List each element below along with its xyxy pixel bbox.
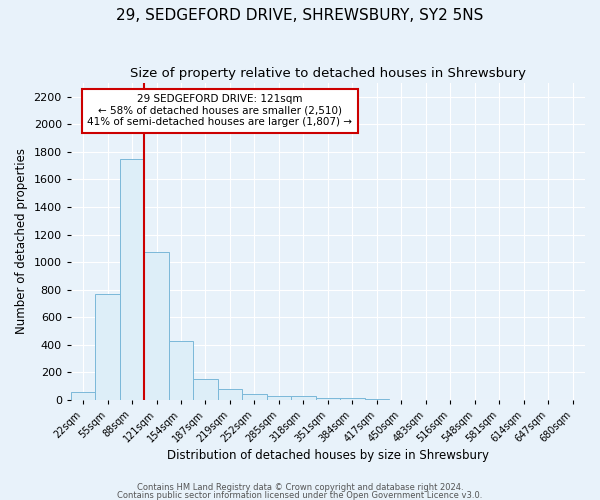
Bar: [291, 396, 316, 400]
Bar: [340, 398, 365, 400]
Title: Size of property relative to detached houses in Shrewsbury: Size of property relative to detached ho…: [130, 68, 526, 80]
Bar: [365, 398, 389, 400]
Text: 29 SEDGEFORD DRIVE: 121sqm
← 58% of detached houses are smaller (2,510)
41% of s: 29 SEDGEFORD DRIVE: 121sqm ← 58% of deta…: [88, 94, 352, 128]
Y-axis label: Number of detached properties: Number of detached properties: [15, 148, 28, 334]
Text: Contains public sector information licensed under the Open Government Licence v3: Contains public sector information licen…: [118, 490, 482, 500]
Bar: [95, 294, 120, 400]
Bar: [267, 396, 291, 400]
Bar: [316, 398, 340, 400]
Bar: [120, 159, 144, 400]
Text: Contains HM Land Registry data © Crown copyright and database right 2024.: Contains HM Land Registry data © Crown c…: [137, 484, 463, 492]
Bar: [144, 252, 169, 400]
Bar: [218, 389, 242, 400]
Text: 29, SEDGEFORD DRIVE, SHREWSBURY, SY2 5NS: 29, SEDGEFORD DRIVE, SHREWSBURY, SY2 5NS: [116, 8, 484, 22]
Bar: [242, 394, 267, 400]
Bar: [71, 392, 95, 400]
Bar: [169, 340, 193, 400]
Bar: [193, 378, 218, 400]
X-axis label: Distribution of detached houses by size in Shrewsbury: Distribution of detached houses by size …: [167, 450, 489, 462]
